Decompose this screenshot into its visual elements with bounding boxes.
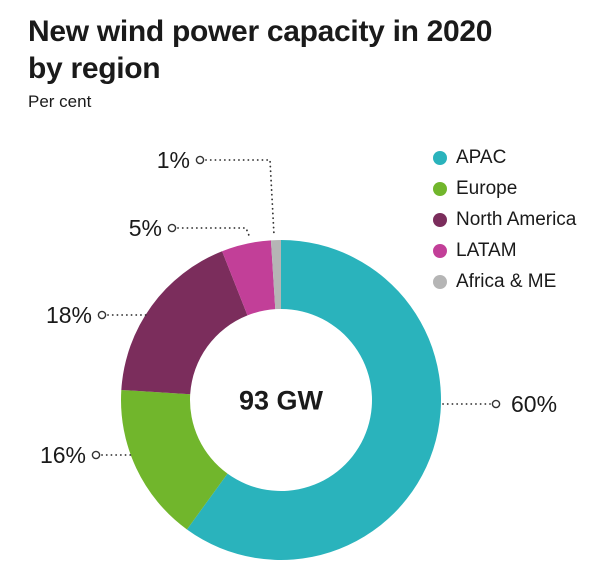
legend-label-north-america: North America <box>456 209 577 230</box>
chart-subtitle: Per cent <box>28 92 92 112</box>
legend-label-africa-me: Africa & ME <box>456 271 557 292</box>
leader-dot-europe <box>91 450 101 460</box>
center-label: 93 GW <box>238 385 324 416</box>
legend-dot-europe <box>433 182 447 196</box>
legend-item-apac: APAC <box>433 147 576 169</box>
leader-dot-africa-me <box>195 155 205 165</box>
donut-slice-europe <box>121 389 228 530</box>
legend-item-europe: Europe <box>433 178 576 200</box>
donut-slice-africa-me <box>270 240 281 310</box>
leader-line-latam <box>177 227 251 239</box>
donut-slice-apac <box>186 240 441 561</box>
legend-item-north-america: North America <box>433 209 576 231</box>
legend-item-africa-me: Africa & ME <box>433 271 576 293</box>
legend-dot-apac <box>433 151 447 165</box>
donut-slice-north-america <box>121 251 248 395</box>
legend-item-latam: LATAM <box>433 240 576 262</box>
leader-line-africa-me <box>205 159 275 236</box>
donut-slice-latam <box>222 240 276 316</box>
leader-dot-apac <box>491 399 501 409</box>
legend-dot-north-america <box>433 213 447 227</box>
legend-label-latam: LATAM <box>456 240 517 261</box>
leader-dot-latam <box>167 223 177 233</box>
legend-dot-africa-me <box>433 275 447 289</box>
pct-label-europe: 16% <box>39 442 86 468</box>
chart-title: New wind power capacity in 2020 by regio… <box>28 15 493 85</box>
leader-dot-north-america <box>97 310 107 320</box>
legend-label-europe: Europe <box>456 178 518 199</box>
legend: APAC Europe North America LATAM Africa & ME <box>433 147 576 293</box>
pct-label-north-america: 18% <box>45 302 92 328</box>
pct-label-apac: 60% <box>511 391 558 417</box>
legend-label-apac: APAC <box>456 147 507 168</box>
chart-header: New wind power capacity in 2020 by regio… <box>0 14 601 112</box>
pct-label-africa-me: 1% <box>156 147 190 173</box>
legend-dot-latam <box>433 244 447 258</box>
pct-label-latam: 5% <box>128 215 162 241</box>
